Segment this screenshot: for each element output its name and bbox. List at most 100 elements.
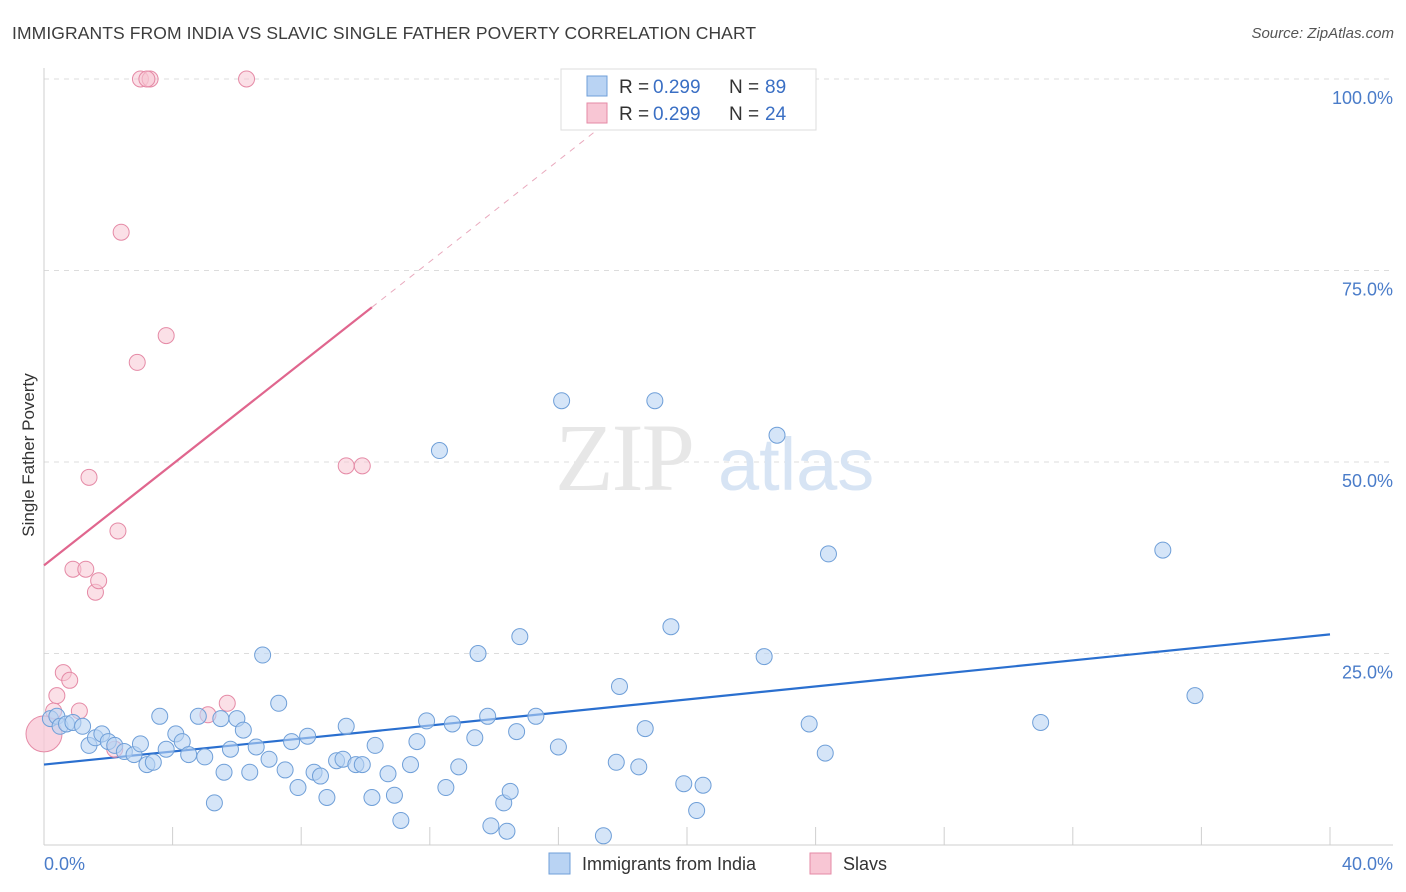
- point-india-47: [366, 736, 384, 754]
- point-india-72: [610, 677, 628, 695]
- trend-line-slavs-extension: [371, 124, 604, 308]
- y-tick-label-100: 100.0%: [1332, 88, 1393, 108]
- watermark-zip: ZIP: [555, 404, 693, 511]
- point-india-84: [819, 545, 837, 563]
- point-india-54: [430, 442, 448, 460]
- point-india-53: [418, 712, 436, 730]
- point-india-21: [189, 707, 207, 725]
- y-tick-label-75: 75.0%: [1342, 280, 1393, 300]
- legend-swatch-pink: [586, 102, 608, 124]
- bottom-legend-swatch-india: [548, 852, 571, 875]
- point-india-65: [511, 628, 529, 646]
- point-slavs-4: [61, 671, 79, 689]
- point-india-23: [205, 794, 223, 812]
- point-india-55: [437, 779, 455, 797]
- trend-line-slavs: [43, 306, 373, 567]
- point-india-34: [276, 761, 294, 779]
- point-india-83: [816, 744, 834, 762]
- point-india-75: [646, 392, 664, 410]
- point-india-81: [768, 426, 786, 444]
- point-india-57: [450, 758, 468, 776]
- point-india-24: [212, 710, 230, 728]
- point-india-77: [675, 775, 693, 793]
- point-india-56: [443, 715, 461, 733]
- point-india-80: [755, 648, 773, 666]
- bottom-legend: Immigrants from India Slavs: [548, 852, 887, 875]
- point-india-35: [283, 733, 301, 751]
- legend-r-label-blue: R =: [619, 77, 649, 98]
- point-india-67: [527, 707, 545, 725]
- point-india-46: [363, 789, 381, 807]
- point-slavs-14: [128, 353, 146, 371]
- point-india-64: [501, 782, 519, 800]
- point-india-68: [549, 738, 567, 756]
- point-slavs-17: [138, 70, 156, 88]
- point-india-20: [180, 746, 198, 764]
- points-layer: [25, 70, 1204, 845]
- point-india-33: [270, 694, 288, 712]
- point-india-69: [553, 392, 571, 410]
- y-axis-label: Single Father Poverty: [19, 373, 38, 537]
- point-slavs-10: [90, 572, 108, 590]
- chart-title: IMMIGRANTS FROM INDIA VS SLAVIC SINGLE F…: [12, 23, 757, 43]
- point-india-50: [392, 811, 410, 829]
- point-india-45: [353, 756, 371, 774]
- point-slavs-2: [48, 687, 66, 705]
- point-india-26: [221, 740, 239, 758]
- point-india-31: [254, 646, 272, 664]
- point-india-32: [260, 750, 278, 768]
- point-india-15: [144, 753, 162, 771]
- point-india-5: [74, 717, 92, 735]
- point-india-61: [482, 817, 500, 835]
- point-india-60: [479, 707, 497, 725]
- y-tick-label-50: 50.0%: [1342, 471, 1393, 491]
- point-india-16: [151, 707, 169, 725]
- bottom-legend-swatch-slavs: [809, 852, 832, 875]
- watermark-atlas: atlas: [718, 423, 874, 506]
- bottom-legend-label-india: Immigrants from India: [582, 854, 757, 874]
- point-india-52: [408, 733, 426, 751]
- point-india-58: [466, 729, 484, 747]
- point-india-82: [800, 715, 818, 733]
- point-india-17: [157, 740, 175, 758]
- point-india-71: [607, 753, 625, 771]
- point-india-13: [131, 735, 149, 753]
- point-india-63: [498, 822, 516, 840]
- legend-n-value-pink: 24: [765, 104, 787, 125]
- point-slavs-12: [112, 223, 130, 241]
- point-india-22: [196, 748, 214, 766]
- point-india-87: [1186, 687, 1204, 705]
- point-india-70: [594, 827, 612, 845]
- point-india-49: [385, 786, 403, 804]
- point-india-78: [688, 802, 706, 820]
- point-slavs-21: [238, 70, 256, 88]
- axis-layer: 25.0% 50.0% 75.0% 100.0%: [43, 68, 1393, 846]
- legend-r-value-pink: 0.299: [653, 104, 701, 125]
- point-india-25: [215, 763, 233, 781]
- point-india-79: [694, 776, 712, 794]
- point-slavs-22: [337, 457, 355, 475]
- legend-r-label-pink: R =: [619, 104, 649, 125]
- point-india-40: [318, 789, 336, 807]
- legend-box: R = 0.299 N = 89 R = 0.299 N = 24: [560, 68, 817, 131]
- legend-r-value-blue: 0.299: [653, 77, 701, 98]
- point-india-85: [1032, 713, 1050, 731]
- point-india-51: [402, 756, 420, 774]
- point-india-76: [662, 618, 680, 636]
- legend-n-label-pink: N =: [729, 104, 759, 125]
- point-slavs-20: [218, 694, 236, 712]
- grid-layer: [44, 78, 1393, 654]
- legend-n-value-blue: 89: [765, 77, 786, 98]
- point-india-73: [630, 758, 648, 776]
- point-slavs-7: [77, 560, 95, 578]
- point-india-43: [337, 717, 355, 735]
- point-india-30: [247, 738, 265, 756]
- point-india-37: [299, 727, 317, 745]
- bottom-legend-label-slavs: Slavs: [843, 854, 887, 874]
- y-tick-label-25: 25.0%: [1342, 663, 1393, 683]
- x-tick-label-max: 40.0%: [1342, 854, 1393, 874]
- point-india-86: [1154, 541, 1172, 559]
- point-india-59: [469, 645, 487, 662]
- legend-n-label-blue: N =: [729, 77, 759, 98]
